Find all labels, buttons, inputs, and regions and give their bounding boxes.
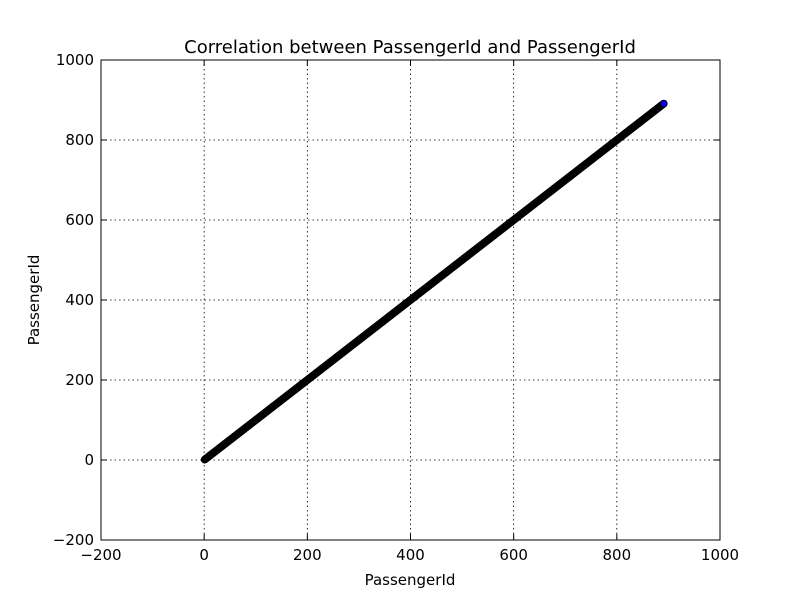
- y-tick-labels: −200 0 200 400 600 800 1000: [53, 51, 94, 549]
- x-tick-labels: −200 0 200 400 600 800 1000: [80, 546, 739, 564]
- data-points: [200, 99, 668, 464]
- data-point: [659, 99, 668, 108]
- x-tick-label: 200: [293, 546, 322, 564]
- y-tick-label: 0: [84, 451, 94, 469]
- y-tick-label: −200: [53, 531, 94, 549]
- x-tick-label: 600: [499, 546, 528, 564]
- y-tick-label: 1000: [56, 51, 94, 69]
- x-tick-label: 1000: [701, 546, 739, 564]
- y-tick-label: 400: [65, 291, 94, 309]
- x-tick-label: 800: [603, 546, 632, 564]
- y-axis-label: PassengerId: [25, 255, 43, 346]
- x-tick-label: 400: [396, 546, 425, 564]
- chart-title: Correlation between PassengerId and Pass…: [184, 37, 636, 58]
- x-tick-label: 0: [199, 546, 209, 564]
- axis-ticks: [100, 59, 721, 541]
- y-tick-label: 600: [65, 211, 94, 229]
- x-axis-label: PassengerId: [365, 571, 456, 589]
- x-tick-label: −200: [80, 546, 121, 564]
- y-tick-label: 200: [65, 371, 94, 389]
- y-tick-label: 800: [65, 131, 94, 149]
